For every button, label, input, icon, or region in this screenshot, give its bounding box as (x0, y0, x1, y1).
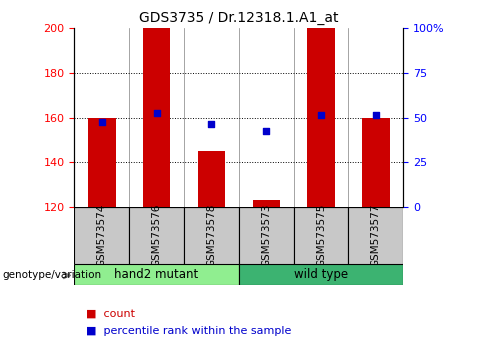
Point (372, 113, 380, 118)
Bar (74, 207, 129, 264)
Point (263, 128, 270, 134)
Bar (348, 207, 403, 264)
Title: GDS3735 / Dr.12318.1.A1_at: GDS3735 / Dr.12318.1.A1_at (139, 11, 338, 24)
Point (317, 113, 325, 118)
Bar (74, 264, 239, 285)
Text: GSM573574: GSM573574 (97, 204, 107, 267)
Text: ■  percentile rank within the sample: ■ percentile rank within the sample (86, 326, 292, 336)
Text: GSM573575: GSM573575 (316, 204, 326, 267)
Text: ■  count: ■ count (86, 308, 135, 318)
Bar (198, 151, 225, 207)
Bar (307, 28, 335, 207)
Text: GSM573573: GSM573573 (261, 204, 271, 267)
Bar (252, 200, 280, 207)
Point (153, 110, 160, 116)
Bar (362, 118, 389, 207)
Text: genotype/variation: genotype/variation (2, 270, 102, 280)
Bar (143, 28, 170, 207)
Text: GSM573577: GSM573577 (371, 204, 381, 267)
Point (98, 119, 106, 125)
Bar (294, 207, 348, 264)
Text: GSM573578: GSM573578 (206, 204, 216, 267)
Text: wild type: wild type (294, 268, 348, 281)
Bar (239, 207, 294, 264)
Bar (239, 264, 403, 285)
Bar (88, 118, 116, 207)
Bar (184, 207, 239, 264)
Text: GSM573576: GSM573576 (152, 204, 162, 267)
Bar (129, 207, 184, 264)
Point (207, 121, 215, 127)
Text: hand2 mutant: hand2 mutant (114, 268, 199, 281)
